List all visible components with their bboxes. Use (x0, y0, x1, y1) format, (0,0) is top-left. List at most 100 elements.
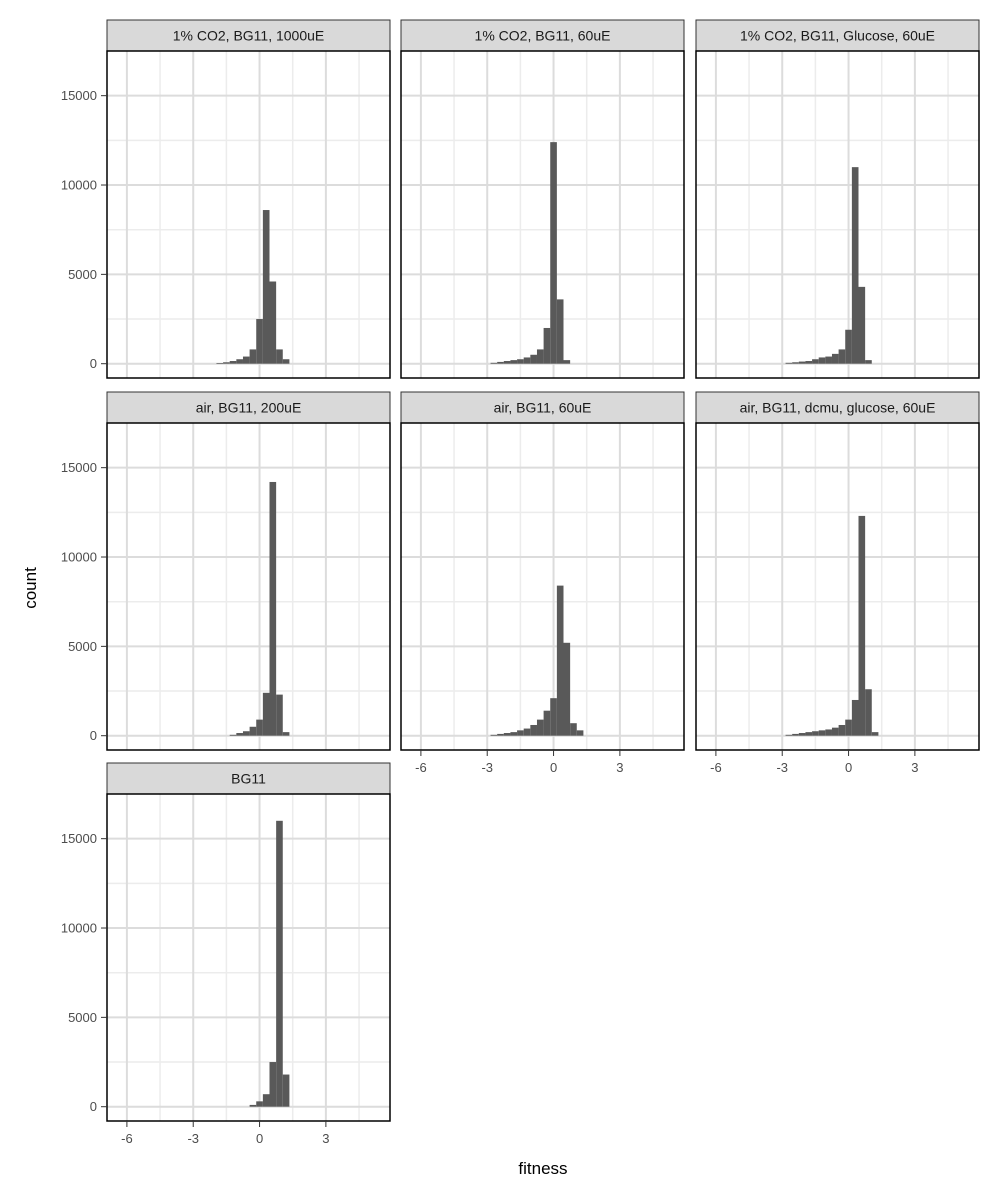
y-tick-label: 15000 (61, 460, 97, 475)
histogram-bar (249, 1104, 257, 1107)
histogram-bar (556, 585, 564, 736)
x-tick-label: 0 (256, 1131, 263, 1146)
histogram-bar (792, 733, 799, 736)
histogram-bar (517, 359, 524, 364)
y-tick-label: 5000 (68, 639, 97, 654)
histogram-bar (256, 719, 263, 736)
histogram-bar (249, 726, 257, 736)
histogram-bar (831, 727, 839, 736)
facet-strip (400, 19, 685, 52)
histogram-bar (503, 361, 511, 364)
histogram-bar (262, 1094, 270, 1107)
histogram-bar (858, 286, 866, 364)
histogram-bar (216, 362, 224, 364)
x-tick-label: 3 (616, 760, 623, 775)
panel-border (695, 50, 980, 379)
facet-strip-label: BG11 (231, 771, 266, 787)
facet-strip (106, 19, 391, 52)
panel-background (107, 794, 390, 1121)
histogram-bar (256, 1101, 263, 1107)
histogram-bar (503, 733, 511, 736)
histogram-bar (825, 729, 832, 736)
facet-panel: air, BG11, 200uE 0 5000 10000 15000 (61, 391, 391, 751)
histogram-bar (510, 360, 518, 364)
facet-strip-label: air, BG11, 60uE (494, 400, 592, 416)
histogram-bar (812, 731, 819, 736)
y-tick-label: 15000 (61, 88, 97, 103)
facet-strip-label: 1% CO2, BG11, 60uE (475, 28, 611, 44)
x-tick-label: 0 (845, 760, 852, 775)
histogram-bar (563, 360, 571, 364)
histogram-bar (556, 299, 564, 364)
x-tick-label: 3 (322, 1131, 329, 1146)
facet-panel: 1% CO2, BG11, Glucose, 60uE (695, 19, 980, 379)
x-tick-label: -6 (121, 1131, 133, 1146)
x-tick-label: -6 (415, 760, 427, 775)
x-tick-label: 0 (550, 760, 557, 775)
histogram-bar (223, 362, 230, 364)
histogram-bar (792, 362, 799, 364)
histogram-bar (262, 692, 270, 736)
histogram-bar (497, 733, 504, 736)
histogram-bar (262, 210, 270, 364)
histogram-bar (242, 731, 250, 736)
histogram-bar (563, 642, 571, 736)
histogram-bar (229, 361, 237, 364)
histogram-bar (269, 1062, 277, 1107)
histogram-bar (523, 357, 531, 364)
y-tick-label: 0 (90, 728, 97, 743)
histogram-bar (543, 710, 551, 736)
y-tick-label: 10000 (61, 921, 97, 936)
panel-border (400, 422, 685, 751)
facet-strip-label: 1% CO2, BG11, Glucose, 60uE (740, 28, 935, 44)
histogram-bar (838, 349, 846, 364)
histogram-bar (825, 356, 832, 364)
histogram-bar (812, 359, 819, 364)
facet-strip-label: 1% CO2, BG11, 1000uE (173, 28, 325, 44)
facet-panels: 1% CO2, BG11, 1000uE 0 5000 10000 15000 1% CO… (61, 19, 980, 1146)
y-axis-title: count (21, 567, 40, 609)
histogram-bar (510, 732, 518, 736)
facet-strip (695, 19, 980, 52)
histogram-bar (517, 730, 524, 736)
y-tick-label: 5000 (68, 267, 97, 282)
histogram-bar (269, 481, 277, 736)
histogram-bar (536, 719, 544, 736)
histogram-bar (276, 694, 283, 736)
histogram-bar (236, 359, 243, 364)
histogram-bar (249, 349, 257, 364)
facet-strip-label: air, BG11, dcmu, glucose, 60uE (740, 400, 936, 416)
histogram-bar (276, 349, 283, 364)
histogram-bar (570, 723, 577, 736)
histogram-bar (497, 361, 504, 364)
histogram-bar (798, 361, 806, 364)
histogram-bar (282, 359, 290, 364)
histogram-bar (858, 515, 866, 736)
histogram-bar (838, 724, 846, 736)
histogram-bar (785, 734, 793, 736)
histogram-bar (851, 699, 859, 736)
y-tick-label: 0 (90, 356, 97, 371)
panel-background (696, 423, 979, 750)
x-tick-label: -3 (481, 760, 493, 775)
y-tick-label: 15000 (61, 831, 97, 846)
histogram-bar (818, 730, 826, 736)
histogram-bar (282, 1074, 290, 1107)
histogram-bar (490, 362, 498, 364)
histogram-bar (550, 142, 557, 364)
facet-strip-label: air, BG11, 200uE (196, 400, 302, 416)
panel-background (107, 423, 390, 750)
histogram-bar (543, 327, 551, 364)
histogram-bar (845, 329, 852, 364)
histogram-bar (851, 167, 859, 364)
histogram-bar (818, 357, 826, 364)
panel-border (106, 50, 391, 379)
panel-background (401, 51, 684, 378)
histogram-bar (576, 730, 584, 736)
panel-border (106, 793, 391, 1122)
histogram-bar (550, 698, 557, 736)
x-tick-label: -3 (187, 1131, 199, 1146)
panel-border (400, 50, 685, 379)
facet-strip (106, 762, 391, 795)
